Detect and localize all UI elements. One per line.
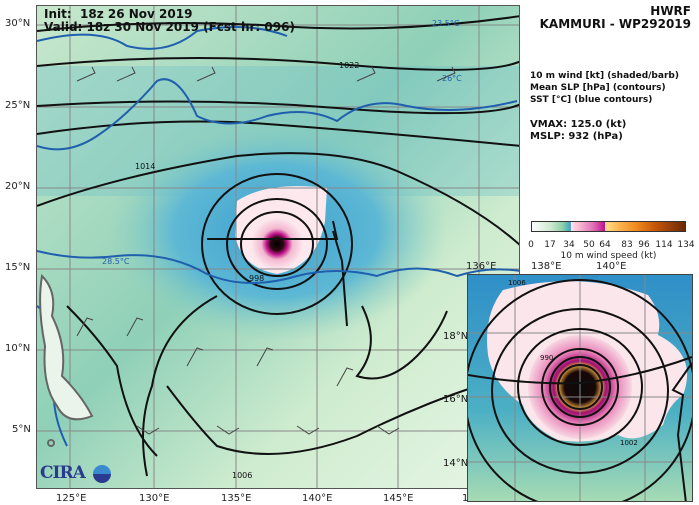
lat-tick-10: 10°N (5, 343, 31, 354)
lon-tick-135: 135°E (221, 493, 252, 504)
inset-lon-tick-136: 136°E (466, 261, 497, 272)
slp-label-1006: 1006 (232, 471, 252, 480)
lon-tick-140: 140°E (302, 493, 333, 504)
inset-lat-label-14: 14°N (443, 458, 468, 469)
cbar-tick-50: 50 (583, 240, 595, 250)
inset-lat-label-16: 16°N (443, 394, 468, 405)
lat-tick-20: 20°N (5, 181, 31, 192)
cbar-tick-114: 114 (655, 240, 673, 250)
lat-tick-25: 25°N (5, 100, 31, 111)
lat-tick-15: 15°N (5, 262, 31, 273)
cbar-tick-134: 134 (677, 240, 695, 250)
noaa-logo-icon (92, 464, 111, 483)
init-time: Init: 18z 26 Nov 2019 (44, 7, 193, 21)
inset-lon-tick-138: 138°E (531, 261, 562, 272)
main-map: 1022 1014 998 1006 28.5°C 26°C 23.5°C 18… (36, 5, 520, 489)
legend-description: 10 m wind [kt] (shaded/barb) Mean SLP [h… (530, 70, 679, 106)
cbar-tick-17: 17 (544, 240, 556, 250)
cbar-tick-64: 64 (599, 240, 611, 250)
lat-tick-30: 30°N (5, 18, 31, 29)
slp-label-998: 998 (249, 274, 264, 283)
vmax-value: VMAX: 125.0 (kt) (530, 119, 627, 130)
sst-label-26: 26°C (442, 74, 462, 83)
cira-logo-text: CIRA (40, 463, 86, 483)
valid-time: Valid: 18z 30 Nov 2019 (Fcst hr: 096) (44, 20, 295, 34)
inset-map-canvas: 990 1006 1002 (468, 275, 692, 501)
lon-tick-125: 125°E (56, 493, 87, 504)
sst-label-28-5: 28.5°C (102, 257, 130, 266)
wind-speed-colorbar (531, 221, 686, 232)
sst-label-23-5: 23.5°C (432, 19, 460, 28)
storm-stats: VMAX: 125.0 (kt) MSLP: 932 (hPa) (530, 119, 626, 143)
inset-slp-label-1006: 1006 (508, 279, 526, 287)
cbar-tick-0: 0 (528, 240, 534, 250)
lon-tick-150-partial: 1 (462, 493, 469, 504)
storm-name: KAMMURI - WP292019 (539, 17, 691, 31)
inset-lat-label-18: 18°N (443, 331, 468, 342)
legend-wind: 10 m wind [kt] (shaded/barb) (530, 71, 679, 81)
inset-lon-tick-140: 140°E (596, 261, 627, 272)
slp-label-1014: 1014 (135, 162, 155, 171)
cira-logo: CIRA (40, 463, 111, 483)
inset-slp-label-1002: 1002 (620, 439, 638, 447)
cbar-tick-34: 34 (563, 240, 575, 250)
slp-label-1022: 1022 (339, 61, 359, 70)
lon-tick-130: 130°E (139, 493, 170, 504)
main-map-canvas: 1022 1014 998 1006 28.5°C 26°C 23.5°C 18… (37, 6, 519, 488)
lat-tick-5: 5°N (12, 424, 31, 435)
model-name: HWRF (650, 4, 691, 18)
legend-sst: SST [°C] (blue contours) (530, 95, 653, 105)
inset-zoom-map: 990 1006 1002 (467, 274, 693, 502)
colorbar-label: 10 m wind speed (kt) (560, 251, 657, 261)
inset-slp-label-990: 990 (540, 354, 553, 362)
mslp-value: MSLP: 932 (hPa) (530, 131, 623, 142)
lon-tick-145: 145°E (383, 493, 414, 504)
cbar-tick-83: 83 (621, 240, 633, 250)
cbar-tick-96: 96 (638, 240, 650, 250)
legend-slp: Mean SLP [hPa] (contours) (530, 83, 666, 93)
